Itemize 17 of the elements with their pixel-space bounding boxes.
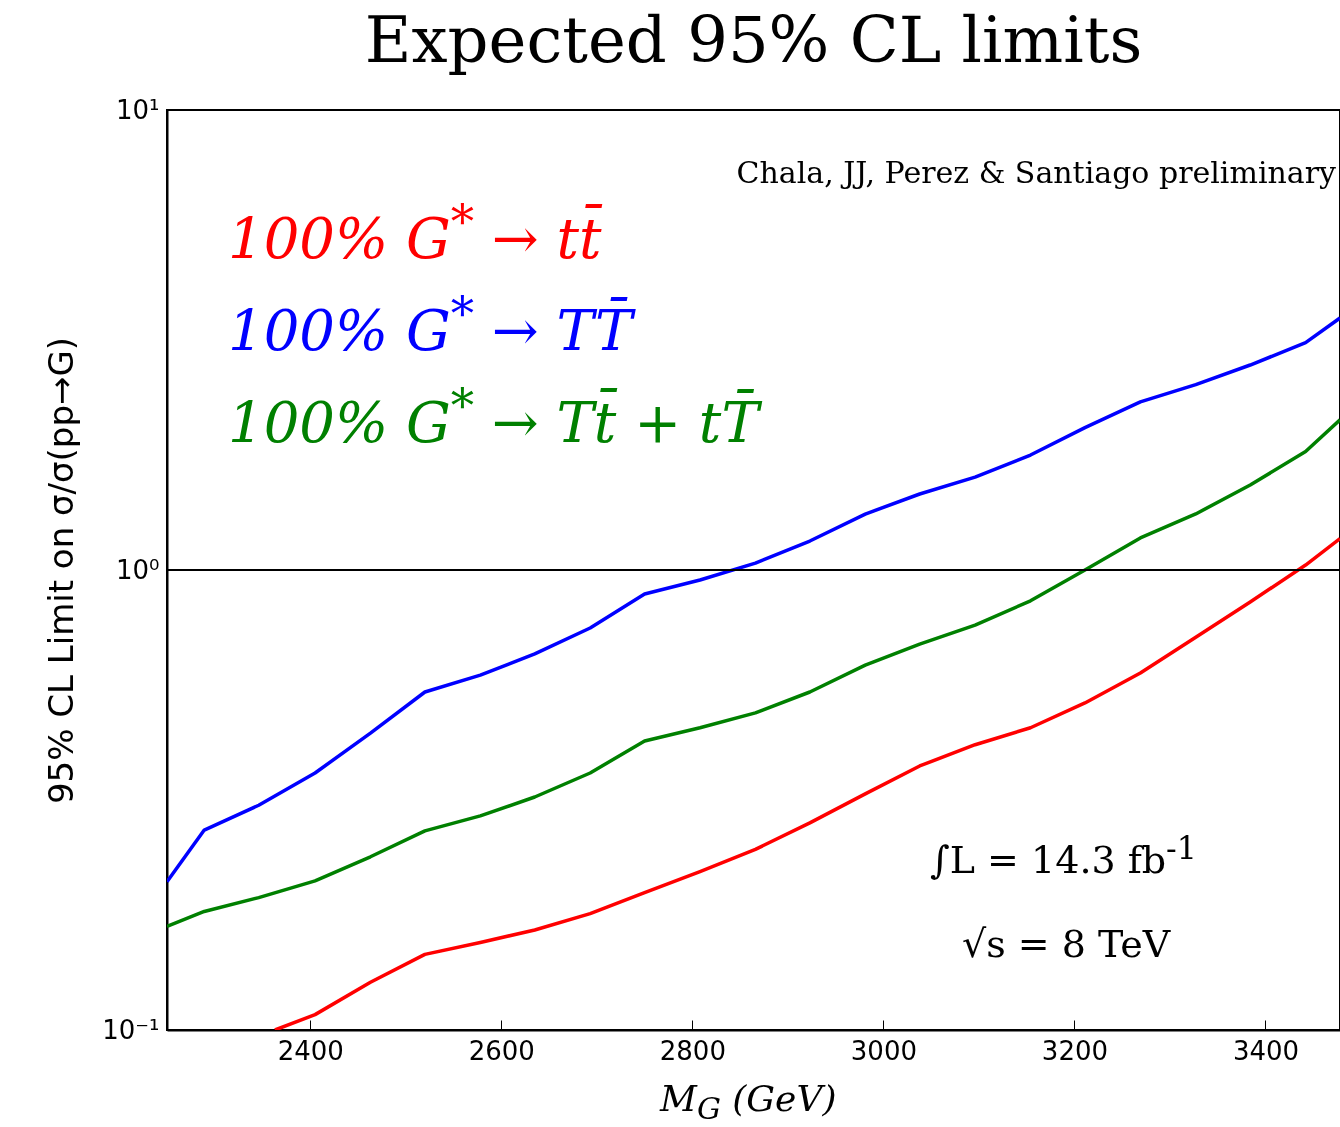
chart-title: Expected 95% CL limits [364, 3, 1143, 77]
x-tick-label: 3000 [850, 1035, 917, 1066]
annotation: Chala, JJ, Perez & Santiago preliminary [736, 155, 1336, 190]
x-tick-label: 3400 [1232, 1035, 1300, 1066]
x-tick-label: 3200 [1041, 1035, 1109, 1066]
x-tick-label: 2400 [277, 1035, 344, 1066]
text: 100% G$^{*}$ → tt̄ [228, 195, 602, 271]
x-axis-title: M$_{G}$ (GeV) [660, 1078, 837, 1127]
y-tick-label: 10⁰ [115, 554, 160, 585]
x-tick-label: 2800 [659, 1035, 726, 1066]
annotation: √s = 8 TeV [962, 922, 1171, 966]
line-series [273, 536, 1340, 1030]
annotation: ∫L = 14.3 fb$^{-1}$ [930, 830, 1197, 882]
y-tick-label: 10¹ [115, 94, 160, 125]
x-tick-label: 2600 [468, 1035, 535, 1066]
y-axis-title: 95% CL Limit on σ/σ(pp→G) [41, 336, 82, 805]
y-tick-label: 10⁻¹ [102, 1014, 160, 1045]
